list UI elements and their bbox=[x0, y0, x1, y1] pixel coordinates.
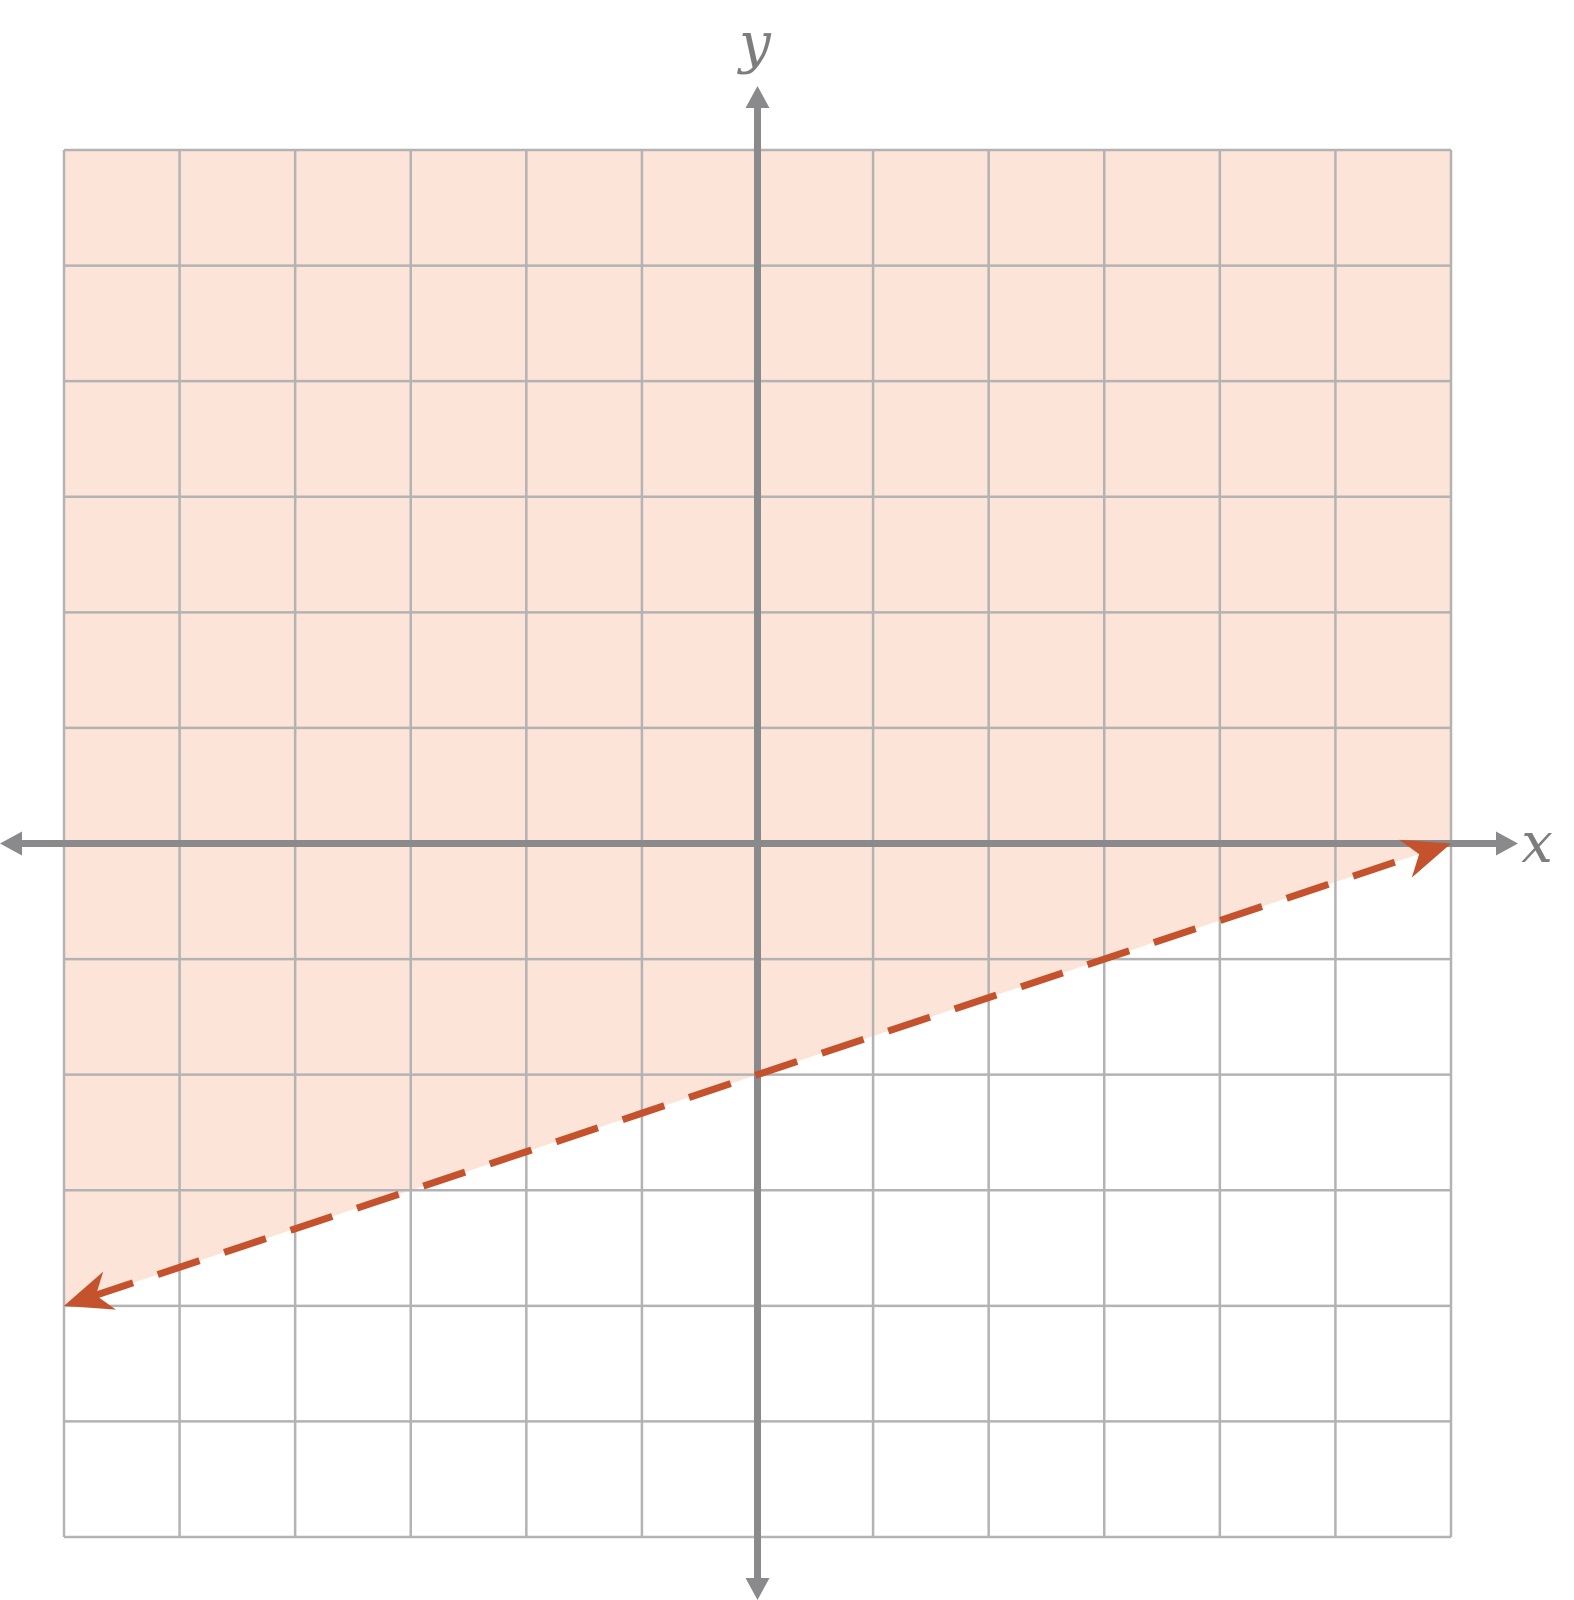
y-axis-arrow-down bbox=[745, 1578, 770, 1600]
boundary-arrow-left bbox=[64, 1271, 116, 1310]
y-axis-label: y bbox=[736, 11, 772, 76]
x-axis-arrow-left bbox=[0, 831, 22, 856]
y-axis-arrow-up bbox=[745, 86, 770, 108]
axes bbox=[0, 86, 1518, 1600]
boundary-line bbox=[90, 849, 1425, 1301]
x-axis-label: x bbox=[1521, 811, 1553, 876]
boundary-arrow-right bbox=[1399, 839, 1451, 878]
x-axis-arrow-right bbox=[1496, 831, 1518, 856]
